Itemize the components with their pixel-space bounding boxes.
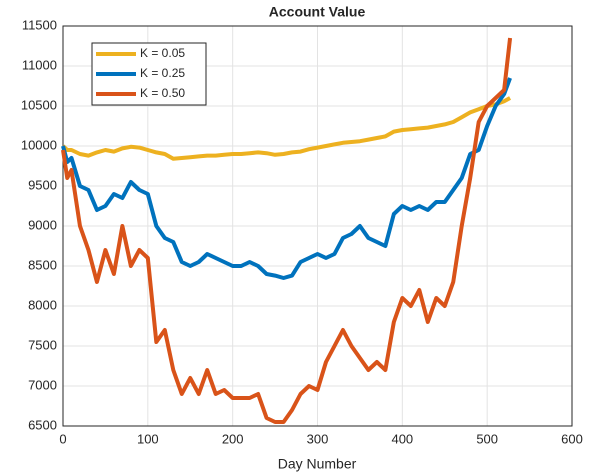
chart-title: Account Value (269, 4, 366, 20)
y-tick-label: 7000 (28, 377, 57, 392)
y-tick-label: 6500 (28, 417, 57, 432)
y-tick-label: 8000 (28, 297, 57, 312)
legend-label: K = 0.50 (140, 86, 185, 100)
y-tick-label: 8500 (28, 257, 57, 272)
axes-box (62, 25, 573, 427)
x-tick-label: 0 (59, 431, 66, 446)
y-tick-label: 7500 (28, 337, 57, 352)
x-tick-label: 100 (137, 431, 159, 446)
x-tick-label: 500 (476, 431, 498, 446)
y-tick-label: 10500 (21, 97, 57, 112)
y-tick-label: 11500 (22, 17, 57, 32)
y-tick-label: 11000 (22, 57, 57, 72)
x-axis-label: Day Number (278, 456, 357, 472)
x-tick-label: 300 (307, 431, 329, 446)
line-series (61, 37, 513, 424)
y-tick-label: 10000 (21, 137, 57, 152)
line-series (61, 96, 512, 161)
x-tick-label: 400 (391, 431, 413, 446)
y-tick-label: 9000 (28, 217, 57, 232)
line-series (61, 77, 512, 280)
x-tick-label: 600 (561, 431, 583, 446)
legend-label: K = 0.05 (140, 46, 185, 60)
legend-label: K = 0.25 (140, 66, 185, 80)
y-tick-label: 9500 (28, 177, 57, 192)
x-tick-label: 200 (222, 431, 244, 446)
